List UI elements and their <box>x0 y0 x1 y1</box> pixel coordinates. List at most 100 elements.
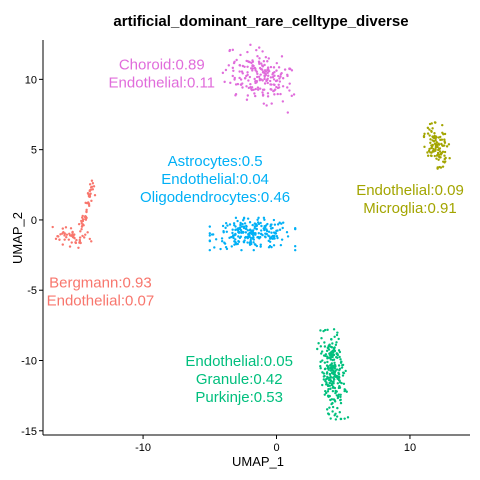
data-point <box>273 237 275 239</box>
data-point <box>333 336 335 338</box>
data-point <box>340 394 342 396</box>
data-point <box>243 217 245 219</box>
data-point <box>321 384 323 386</box>
data-point <box>256 245 258 247</box>
data-point <box>260 225 262 227</box>
data-point <box>209 240 211 242</box>
data-point <box>338 349 340 351</box>
data-point <box>240 249 242 251</box>
data-point <box>85 211 87 213</box>
data-point <box>247 60 249 62</box>
data-point <box>276 229 278 231</box>
data-point <box>329 345 331 347</box>
data-point <box>332 366 334 368</box>
data-point <box>267 75 269 77</box>
data-point <box>253 249 255 251</box>
data-point <box>267 82 269 84</box>
data-point <box>87 193 89 195</box>
data-point <box>229 223 231 225</box>
data-point <box>284 68 286 70</box>
data-point <box>260 229 262 231</box>
data-point <box>286 74 288 76</box>
x-axis-ticks: -10 0 10 <box>135 435 416 454</box>
data-point <box>282 85 284 87</box>
data-point <box>79 236 81 238</box>
data-point <box>319 367 321 369</box>
data-point <box>257 217 259 219</box>
data-point <box>320 352 322 354</box>
data-point <box>249 229 251 231</box>
data-point <box>277 75 279 77</box>
data-point <box>329 354 331 356</box>
x-axis-title: UMAP_1 <box>232 454 284 469</box>
data-point <box>233 78 235 80</box>
data-point <box>272 90 274 92</box>
data-point <box>448 143 450 145</box>
data-point <box>328 395 330 397</box>
data-point <box>222 225 224 227</box>
data-point <box>276 79 278 81</box>
data-point <box>440 153 442 155</box>
data-point <box>270 66 272 68</box>
data-point <box>431 135 433 137</box>
data-point <box>323 378 325 380</box>
data-point <box>343 417 345 419</box>
data-point <box>324 393 326 395</box>
data-point <box>441 124 443 126</box>
data-point <box>333 399 335 401</box>
data-point <box>229 82 231 84</box>
data-point <box>335 344 337 346</box>
data-point <box>428 150 430 152</box>
cluster-annotation-label: Granule:0.42 <box>196 371 283 388</box>
data-point <box>254 95 256 97</box>
data-point <box>275 69 277 71</box>
data-point <box>89 193 91 195</box>
data-point <box>331 410 333 412</box>
data-point <box>342 374 344 376</box>
data-point <box>423 133 425 135</box>
data-point <box>251 230 253 232</box>
data-point <box>237 243 239 245</box>
data-point <box>279 229 281 231</box>
cluster-annotation-label: Endothelial:0.09 <box>356 182 464 199</box>
data-point <box>278 86 280 88</box>
data-point <box>84 202 86 204</box>
data-point <box>263 60 265 62</box>
data-point <box>209 225 211 227</box>
data-point <box>244 227 246 229</box>
data-point <box>244 222 246 224</box>
data-point <box>266 223 268 225</box>
data-point <box>434 155 436 157</box>
data-point <box>257 221 259 223</box>
data-point <box>331 342 333 344</box>
data-point <box>438 156 440 158</box>
data-point <box>338 356 340 358</box>
data-point <box>256 73 258 75</box>
data-point <box>294 245 296 247</box>
data-point <box>253 233 255 235</box>
x-tick-label: -10 <box>135 442 151 454</box>
data-point <box>65 226 67 228</box>
data-point <box>71 231 73 233</box>
data-point <box>246 99 248 101</box>
data-point <box>263 217 265 219</box>
data-point <box>274 88 276 90</box>
data-point <box>277 223 279 225</box>
data-point <box>273 93 275 95</box>
data-point <box>246 71 248 73</box>
data-point <box>280 244 282 246</box>
data-point <box>66 234 68 236</box>
cluster-annotation-label: Purkinje:0.53 <box>195 389 283 406</box>
data-point <box>257 86 259 88</box>
data-point <box>341 366 343 368</box>
cluster-annotation-label: Endothelial:0.11 <box>109 75 215 92</box>
data-point <box>264 235 266 237</box>
data-point <box>336 376 338 378</box>
data-point <box>232 70 234 72</box>
data-point <box>339 399 341 401</box>
data-point <box>271 235 273 237</box>
data-point <box>442 133 444 135</box>
data-point <box>270 76 272 78</box>
data-point <box>436 166 438 168</box>
